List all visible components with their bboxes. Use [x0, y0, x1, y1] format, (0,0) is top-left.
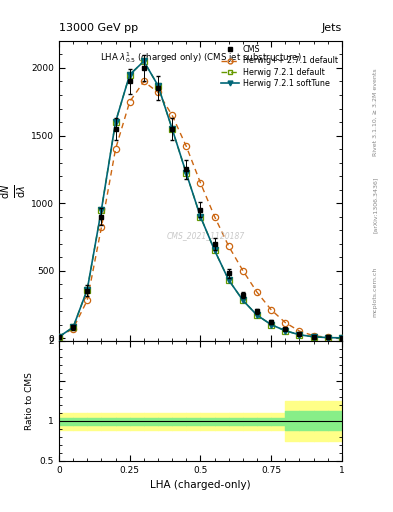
Text: Jets: Jets: [321, 23, 342, 33]
Text: [arXiv:1306.3436]: [arXiv:1306.3436]: [373, 177, 378, 233]
X-axis label: LHA (charged-only): LHA (charged-only): [150, 480, 251, 490]
Y-axis label: Ratio to CMS: Ratio to CMS: [25, 372, 34, 430]
Text: 13000 GeV pp: 13000 GeV pp: [59, 23, 138, 33]
Text: CMS_2021_1120187: CMS_2021_1120187: [167, 231, 245, 241]
Text: mcplots.cern.ch: mcplots.cern.ch: [373, 267, 378, 317]
Text: LHA $\lambda^{1}_{0.5}$ (charged only) (CMS jet substructure): LHA $\lambda^{1}_{0.5}$ (charged only) (…: [100, 50, 301, 65]
Legend: CMS, Herwig++ 2.7.1 default, Herwig 7.2.1 default, Herwig 7.2.1 softTune: CMS, Herwig++ 2.7.1 default, Herwig 7.2.…: [221, 45, 338, 88]
Text: Rivet 3.1.10, ≥ 3.2M events: Rivet 3.1.10, ≥ 3.2M events: [373, 69, 378, 157]
Y-axis label: $\mathrm{d}N$
$\overline{\mathrm{d}\lambda}$: $\mathrm{d}N$ $\overline{\mathrm{d}\lamb…: [0, 183, 28, 199]
